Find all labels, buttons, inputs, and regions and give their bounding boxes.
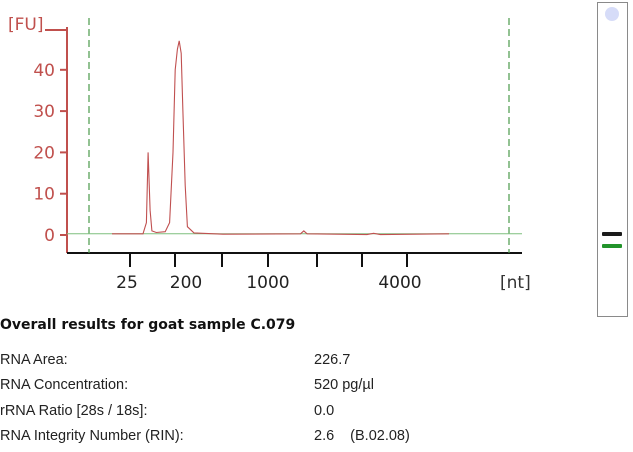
y-tick-label: 40 [33,61,55,81]
electropherogram-chart: [FU] 0 10 20 30 40 25 200 1000 4000 [nt] [8,15,531,293]
gel-lower-marker [605,7,619,21]
y-tick-label: 10 [33,185,55,205]
result-value: 226.7 [314,352,351,368]
y-tick-label: 30 [33,102,55,122]
marker-lines [88,18,510,253]
result-label: RNA Concentration: [0,377,129,393]
result-value: 520 pg/µl [314,377,374,393]
result-value-number: 2.6 [314,428,335,444]
y-axis-unit-label: [FU] [8,15,44,35]
result-value: 0.0 [314,403,335,419]
y-tick-label: 0 [44,226,55,246]
gel-band-green [602,244,622,248]
result-value: 2.6 (B.02.08) [314,428,410,444]
result-value-version: (B.02.08) [350,428,410,444]
electropherogram-trace [112,40,450,236]
x-axis-unit-label: [nt] [500,273,531,293]
result-label: RNA Area: [0,352,68,368]
results-heading: Overall results for goat sample C.079 [0,317,296,333]
gel-band-dark [602,232,622,236]
gel-lane [597,2,628,317]
x-tick-label: 4000 [378,273,421,293]
x-axis: 25 200 1000 4000 [67,252,522,293]
y-tick-label: 20 [33,143,55,163]
result-label: rRNA Ratio [28s / 18s]: [0,403,148,419]
result-label: RNA Integrity Number (RIN): [0,428,184,444]
x-tick-label: 25 [116,273,138,293]
x-tick-label: 200 [170,273,202,293]
y-axis: 0 10 20 30 40 [33,27,68,253]
x-tick-label: 1000 [246,273,289,293]
